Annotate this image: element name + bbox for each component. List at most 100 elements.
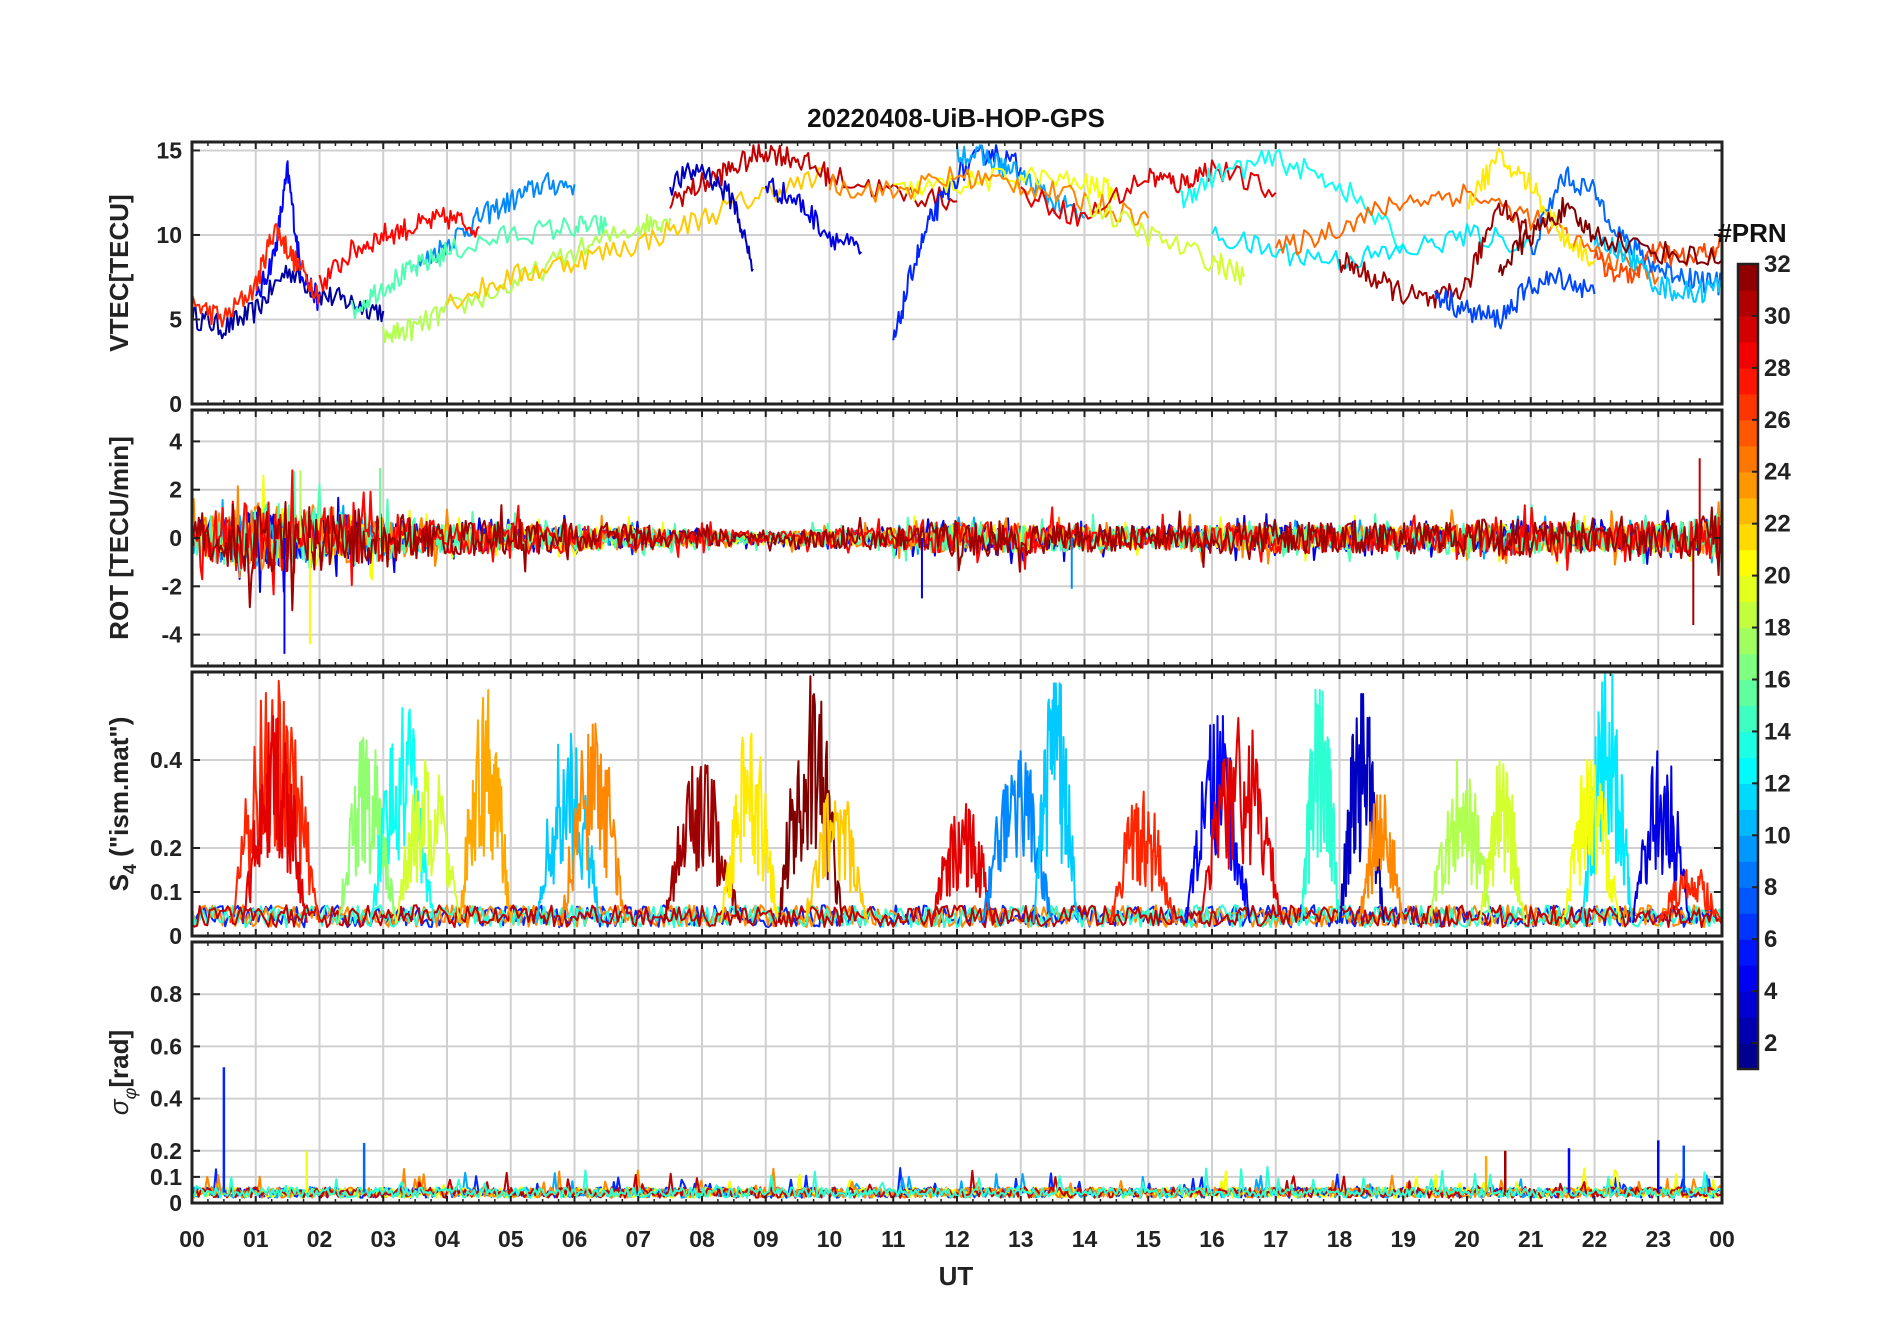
colorbar-segment [1738,1043,1758,1070]
x-tick-label: 11 [881,1226,906,1252]
panel-tick-marks [191,410,1723,666]
colorbar-segment [1738,393,1758,421]
vtec-trace-prn-21 [1466,147,1596,267]
panel-traces [192,1067,1722,1199]
y-tick-label: 0 [169,525,182,551]
figure-title: 20220408-UiB-HOP-GPS [807,103,1105,133]
x-tick-label: 18 [1327,1226,1353,1252]
y-tick-label: 0 [169,923,182,949]
colorbar-tick-label: 20 [1764,563,1791,590]
vtec-trace-prn-11 [1593,233,1722,304]
panel-tick-marks [191,142,1723,405]
x-tick-label: 06 [562,1226,588,1252]
y-axis-label: ROT [TECU/min] [104,436,134,640]
x-tick-label: 20 [1454,1226,1480,1252]
vtec-trace-prn-26 [1593,232,1722,284]
colorbar-title: #PRN [1717,218,1786,248]
panel-1: 0 5 10 15 VTEC[TECU] [104,137,1724,417]
y-tick-label: 0.6 [150,1033,182,1059]
colorbar-tick-label: 22 [1764,511,1791,538]
vtec-trace-prn-4 [764,177,863,255]
vtec-trace-prn-3 [669,162,754,272]
vtec-trace-prn-2 [192,264,385,340]
colorbar-segment [1738,497,1758,525]
s4-burst-prn-11 [535,732,601,923]
s4-burst-prn-24 [1357,794,1405,924]
s4-burst-prn-13 [369,707,436,924]
x-tick-label: 19 [1390,1226,1416,1252]
colorbar-segment [1738,757,1758,784]
panel-3: 0 0.1 0.2 0.4 S4 ("ism.mat") [104,670,1724,949]
x-tick-label: 17 [1263,1226,1289,1252]
colorbar-segment [1738,1017,1758,1044]
colorbar-segment [1738,341,1758,369]
panel-grid [191,942,1723,1204]
vtec-trace-prn-18 [382,213,672,344]
x-tick-label: 09 [753,1226,779,1252]
colorbar-tick-label: 12 [1764,770,1791,797]
y-tick-label: 0.2 [150,835,182,861]
y-tick-label: 10 [156,222,182,248]
rot-trace-prn-31 [192,501,1722,612]
vtec-trace-prn-25 [1274,183,1660,285]
s4-burst-prn-18 [1427,759,1494,923]
y-tick-label: 15 [156,137,182,163]
x-tick-label: 07 [625,1226,651,1252]
x-tick-label: 23 [1645,1226,1671,1252]
x-tick-label: 22 [1582,1226,1608,1252]
panel-4: 00.10.2 0.4 0.6 0.8 σφ[rad] [104,940,1724,1216]
y-tick-label: 0.1 [150,879,182,905]
s4-burst-prn-27 [229,679,321,924]
s4-burst-prn-27 [1109,790,1175,924]
y-tick-label: -2 [162,573,182,599]
vtec-trace-prn-27 [192,223,321,328]
x-tick-label: 12 [944,1226,970,1252]
panel-traces [192,143,1722,344]
colorbar-segment [1738,315,1758,343]
y-tick-label: 5 [169,306,182,332]
y-tick-label: -4 [162,622,183,648]
s4-burst-prn-4 [1631,750,1692,924]
s4-baseline-prn-14 [192,904,1722,929]
vtec-trace-prn-7 [1434,267,1596,330]
s4-burst-prn-29 [930,803,997,924]
s4-burst-prn-32 [777,675,844,923]
colorbar-segment [1738,965,1758,992]
s4-burst-prn-29 [1198,717,1284,923]
y-axis-label: σφ[rad] [104,1030,140,1115]
colorbar-segment [1738,264,1758,291]
colorbar-tick-label: 4 [1764,978,1778,1005]
colorbar-segment [1738,601,1758,629]
vtec-trace-prn-31 [1338,199,1532,309]
x-tick-label: 13 [1008,1226,1034,1252]
y-tick-label: 0.4 [150,1086,182,1112]
colorbar-segment [1738,575,1758,603]
colorbar-segment [1738,679,1758,707]
vtec-trace-prn-24 [828,166,1150,227]
y-tick-label: 4 [169,428,182,454]
x-tick-label: 00 [1709,1226,1735,1252]
s4-burst-prn-22 [803,792,869,924]
s4-burst-prn-24 [560,722,627,924]
colorbar-segment [1738,653,1758,681]
colorbar-segment [1738,861,1758,888]
panel-traces [192,672,1722,929]
panel-2: -4 -2 0 2 4 ROT [TECU/min] [104,408,1724,668]
colorbar-segment [1738,627,1758,655]
s4-burst-prn-19 [395,759,461,924]
x-axis: 00 01 02 03 04 05 06 07 08 09 10 11 12 13 14 15 16 17 18 19… [179,1226,1735,1252]
colorbar-tick-label: 10 [1764,822,1791,849]
colorbar-segment [1738,913,1758,940]
colorbar-tick-label: 6 [1764,926,1777,953]
s4-burst-prn-29 [242,715,308,923]
colorbar-segment [1738,523,1758,551]
vtec-trace-prn-32 [1497,196,1722,277]
colorbar-tick-label: 24 [1764,459,1791,486]
vtec-trace-prn-19 [1083,194,1245,286]
y-tick-label: 0 [169,1190,182,1216]
s4-burst-prn-17 [337,737,397,923]
colorbar-tick-label: 16 [1764,666,1791,693]
colorbar-segment [1738,991,1758,1018]
y-tick-label: 0 [169,391,182,417]
